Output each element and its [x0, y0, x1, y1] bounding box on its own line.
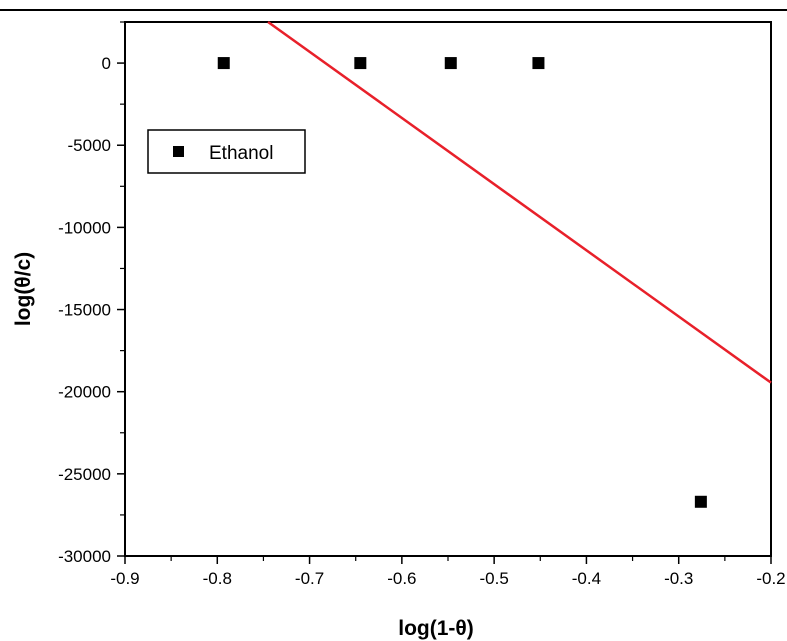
x-tick-label: -0.2 — [756, 569, 785, 588]
fit-line — [267, 20, 772, 384]
y-tick-label: -15000 — [58, 301, 111, 320]
x-tick-label: -0.4 — [572, 569, 601, 588]
x-axis-title: log(1-θ) — [398, 617, 474, 640]
y-tick-label: -10000 — [58, 218, 111, 237]
y-tick-label: -5000 — [68, 136, 111, 155]
legend: Ethanol — [147, 129, 306, 174]
y-tick-label: -30000 — [58, 547, 111, 566]
plot-area — [124, 21, 772, 557]
data-point — [217, 57, 230, 70]
x-tick-label: -0.3 — [664, 569, 693, 588]
y-axis-title: log(θ/c) — [12, 252, 35, 326]
y-tick-label: -25000 — [58, 465, 111, 484]
y-tick-label: 0 — [102, 54, 111, 73]
data-point — [354, 57, 367, 70]
data-point — [444, 57, 457, 70]
data-points — [217, 57, 707, 508]
x-axis-ticks: -0.9 -0.8 -0.7 -0.6 -0.5 -0.4 -0.3 -0.2 — [110, 556, 786, 588]
x-tick-label: -0.9 — [110, 569, 139, 588]
x-tick-label: -0.8 — [203, 569, 232, 588]
fit-line-layer — [267, 20, 772, 384]
legend-marker — [173, 146, 184, 157]
y-tick-label: -20000 — [58, 383, 111, 402]
x-tick-label: -0.6 — [387, 569, 416, 588]
legend-label-ethanol: Ethanol — [209, 143, 273, 164]
data-point — [532, 57, 545, 70]
x-tick-label: -0.7 — [295, 569, 324, 588]
data-point — [694, 495, 707, 508]
y-axis-ticks: 0 -5000 -10000 -15000 -20000 -25000 -30000 — [58, 21, 125, 566]
x-tick-label: -0.5 — [479, 569, 508, 588]
